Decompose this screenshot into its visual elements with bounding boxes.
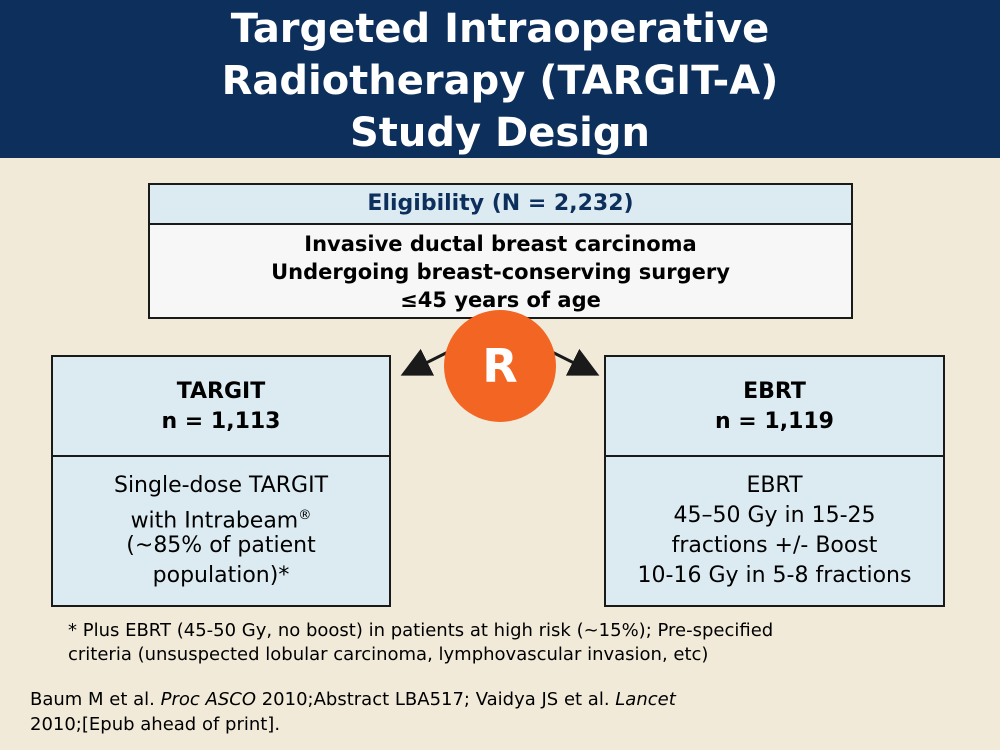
arrow-to-targit (400, 348, 449, 376)
arm-description-line: Single-dose TARGIT (113, 473, 329, 498)
eligibility-criterion: Invasive ductal breast carcinoma (304, 232, 697, 256)
eligibility-criterion: ≤45 years of age (400, 288, 601, 312)
arm-description-line: 10-16 Gy in 5-8 fractions (637, 563, 912, 588)
footnote-line-2: criteria (unsuspected lobular carcinoma,… (68, 644, 709, 665)
slide-title-line-3: Study Design (350, 110, 650, 156)
footnote-line-1: * Plus EBRT (45-50 Gy, no boost) in pati… (68, 620, 774, 641)
arm-sample-size: n = 1,113 (161, 409, 281, 434)
arm-description-line: fractions +/- Boost (671, 533, 878, 558)
randomization-circle: R (444, 310, 556, 422)
arm-name: TARGIT (176, 379, 266, 404)
targit-arm-box: TARGIT n = 1,113 Single-dose TARGIT with… (51, 355, 391, 607)
journal-name: Proc ASCO (160, 689, 256, 710)
slide-title-line-1: Targeted Intraoperative (230, 6, 770, 52)
journal-name: Lancet (615, 689, 676, 710)
arm-description-line: with Intrabeam® (130, 508, 312, 534)
arm-description-line: (~85% of patient (126, 533, 316, 558)
reference-line-2: 2010;[Epub ahead of print]. (30, 714, 281, 735)
arm-description-line: 45–50 Gy in 15-25 (673, 503, 876, 528)
arm-description-line: EBRT (746, 473, 803, 498)
arm-sample-size: n = 1,119 (714, 409, 834, 434)
arm-name: EBRT (743, 379, 806, 404)
ebrt-arm-box: EBRT n = 1,119 EBRT 45–50 Gy in 15-25 fr… (604, 355, 945, 607)
title-bar: Targeted Intraoperative Radiotherapy (TA… (0, 0, 1000, 158)
registered-mark: ® (298, 508, 312, 523)
eligibility-header: Eligibility (N = 2,232) (150, 185, 851, 225)
ebrt-arm-header: EBRT n = 1,119 (606, 357, 943, 457)
eligibility-box: Eligibility (N = 2,232) Invasive ductal … (148, 183, 853, 319)
reference-line-1: Baum M et al. Proc ASCO 2010;Abstract LB… (30, 689, 676, 710)
arm-description-line: population)* (152, 563, 290, 588)
arrow-to-ebrt (551, 348, 600, 376)
slide-title-line-2: Radiotherapy (TARGIT-A) (221, 58, 779, 104)
targit-arm-header: TARGIT n = 1,113 (53, 357, 389, 457)
eligibility-criterion: Undergoing breast-conserving surgery (271, 260, 730, 284)
